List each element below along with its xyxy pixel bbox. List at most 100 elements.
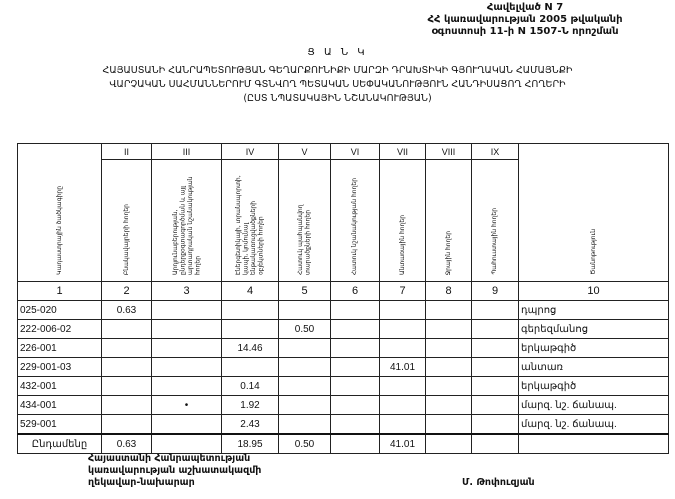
table-cell: [151, 300, 222, 320]
roman-numeral-cell: IX: [471, 143, 519, 160]
table-cell: [221, 300, 279, 320]
total-cell: 0.50: [278, 433, 331, 454]
table-cell: [151, 376, 222, 396]
table-cell: 14.46: [221, 338, 279, 358]
table-row: 434-001 • 1.92 մարզ. նշ. ճանապ.: [17, 395, 669, 415]
table-cell: 0.50: [278, 319, 331, 339]
roman-numeral-cell: VII: [379, 143, 426, 160]
table-cell: •: [151, 395, 222, 415]
header-cell: Բնակավայրերի հողեր: [101, 159, 152, 282]
header-cell: Պահուստային հողեր: [471, 159, 519, 282]
total-label: Ընդամենը: [17, 433, 102, 454]
table-cell: [101, 414, 152, 435]
table-cell: [425, 300, 472, 320]
column-number-cell: 7: [379, 281, 426, 301]
table-cell: 0.63: [101, 300, 152, 320]
title-line: (ԸՍՏ ՆՊԱՏԱԿԱՅԻՆ ՆՇԱՆԱԿՈՒԹՅԱՆ): [243, 93, 432, 104]
roman-numeral-cell: VIII: [425, 143, 472, 160]
table-cell: [101, 338, 152, 358]
table-cell: [221, 319, 279, 339]
header-text: Անտառային հողեր: [398, 215, 406, 275]
table-cell: [330, 319, 380, 339]
table-cell: [471, 338, 519, 358]
table-cell: [425, 376, 472, 396]
document-title: Ց Ա Ն Կ ՀԱՅԱՍՏԱՆԻ ՀԱՆՐԱՊԵՏՈՒԹՅԱՆ ԳԵՂԱՐՔՈ…: [0, 46, 675, 106]
roman-header-row: Կադաստրային ծածկագիրը II III IV V VI VII VIII IX…: [17, 143, 669, 282]
table-cell: 2.43: [221, 414, 279, 435]
land-table: Կադաստրային ծածկագիրը II III IV V VI VII VIII IX…: [17, 143, 669, 454]
column-number-cell: 10: [518, 281, 669, 301]
annex-line: օգոստոսի 11-ի N 1507-Ն որոշման: [431, 26, 619, 37]
table-cell: [330, 395, 380, 415]
header-text: Էներգետիկայի, տրանսպորտի, կապի, կոմունալ…: [235, 175, 265, 275]
table-cell: [101, 376, 152, 396]
signatory-title-line: կառավարության աշխատակազմի: [88, 465, 262, 476]
header-cell: Կադաստրային ծածկագիրը: [17, 143, 102, 282]
table-cell: [425, 319, 472, 339]
table-cell: [278, 395, 331, 415]
table-cell: [278, 300, 331, 320]
table-cell: [379, 414, 426, 435]
table-cell: 1.92: [221, 395, 279, 415]
table-cell: [101, 357, 152, 377]
total-cell: [151, 433, 222, 454]
table-cell: [471, 376, 519, 396]
header-cell: Ջրային հողեր: [425, 159, 472, 282]
table-cell: [425, 414, 472, 435]
header-cell: Արդյունաբերության, ընդերքօգտագործման և ա…: [151, 159, 222, 282]
table-cell: [379, 338, 426, 358]
table-cell: [278, 376, 331, 396]
table-cell: երկաթգիծ: [518, 376, 669, 396]
signatory-title-line: Հայաստանի Հանրապետության: [88, 453, 251, 464]
table-row: 222-006-02 0.50 գերեզմանոց: [17, 319, 669, 339]
table-cell: 432-001: [17, 376, 102, 396]
table-cell: [471, 414, 519, 435]
table-row: 529-001 2.43 մարզ. նշ. ճանապ.: [17, 414, 669, 435]
table-cell: [221, 357, 279, 377]
table-cell: [379, 376, 426, 396]
list-label: Ց Ա Ն Կ: [307, 47, 368, 58]
total-cell: 18.95: [221, 433, 279, 454]
header-text: Պահուստային հողեր: [491, 208, 499, 275]
column-number-row: 1 2 3 4 5 6 7 8 9 10: [17, 281, 669, 301]
table-row: 432-001 0.14 երկաթգիծ: [17, 376, 669, 396]
table-cell: դպրոց: [518, 300, 669, 320]
table-cell: [101, 319, 152, 339]
table-cell: մարզ. նշ. ճանապ.: [518, 414, 669, 435]
header-text: Ծանոթություն: [589, 229, 597, 275]
signature-block: Հայաստանի Հանրապետության կառավարության ա…: [88, 453, 261, 489]
table-cell: [330, 376, 380, 396]
signatory-name: Մ. Թոփուզյան: [462, 477, 535, 488]
table-cell: [330, 357, 380, 377]
table-cell: [278, 357, 331, 377]
table-cell: [471, 357, 519, 377]
table-cell: [151, 357, 222, 377]
column-number-cell: 9: [471, 281, 519, 301]
total-cell: [330, 433, 380, 454]
total-cell: [425, 433, 472, 454]
total-cell: [471, 433, 519, 454]
table-cell: [330, 414, 380, 435]
table-cell: [471, 300, 519, 320]
table-cell: [101, 395, 152, 415]
total-row: Ընդամենը 0.63 18.95 0.50 41.01: [17, 433, 669, 454]
header-cell: Անտառային հողեր: [379, 159, 426, 282]
table-cell: 41.01: [379, 357, 426, 377]
header-text: Ջրային հողեր: [444, 230, 452, 275]
header-cell: Հատուկ պահպանվող տարածքների հողեր: [278, 159, 331, 282]
roman-numeral-cell: IV: [221, 143, 279, 160]
table-cell: 529-001: [17, 414, 102, 435]
roman-numeral-cell: VI: [330, 143, 380, 160]
header-cell: Ծանոթություն: [518, 143, 669, 282]
table-cell: [425, 357, 472, 377]
column-number-cell: 1: [17, 281, 102, 301]
table-cell: [330, 338, 380, 358]
table-cell: [151, 319, 222, 339]
table-cell: [425, 395, 472, 415]
roman-numeral-cell: V: [278, 143, 331, 160]
table-cell: մարզ. նշ. ճանապ.: [518, 395, 669, 415]
header-cell: Էներգետիկայի, տրանսպորտի, կապի, կոմունալ…: [221, 159, 279, 282]
table-cell: [151, 414, 222, 435]
annex-reference: Հավելված N 7 ՀՀ կառավարության 2005 թվակա…: [400, 2, 650, 38]
annex-line: ՀՀ կառավարության 2005 թվականի: [427, 14, 623, 25]
